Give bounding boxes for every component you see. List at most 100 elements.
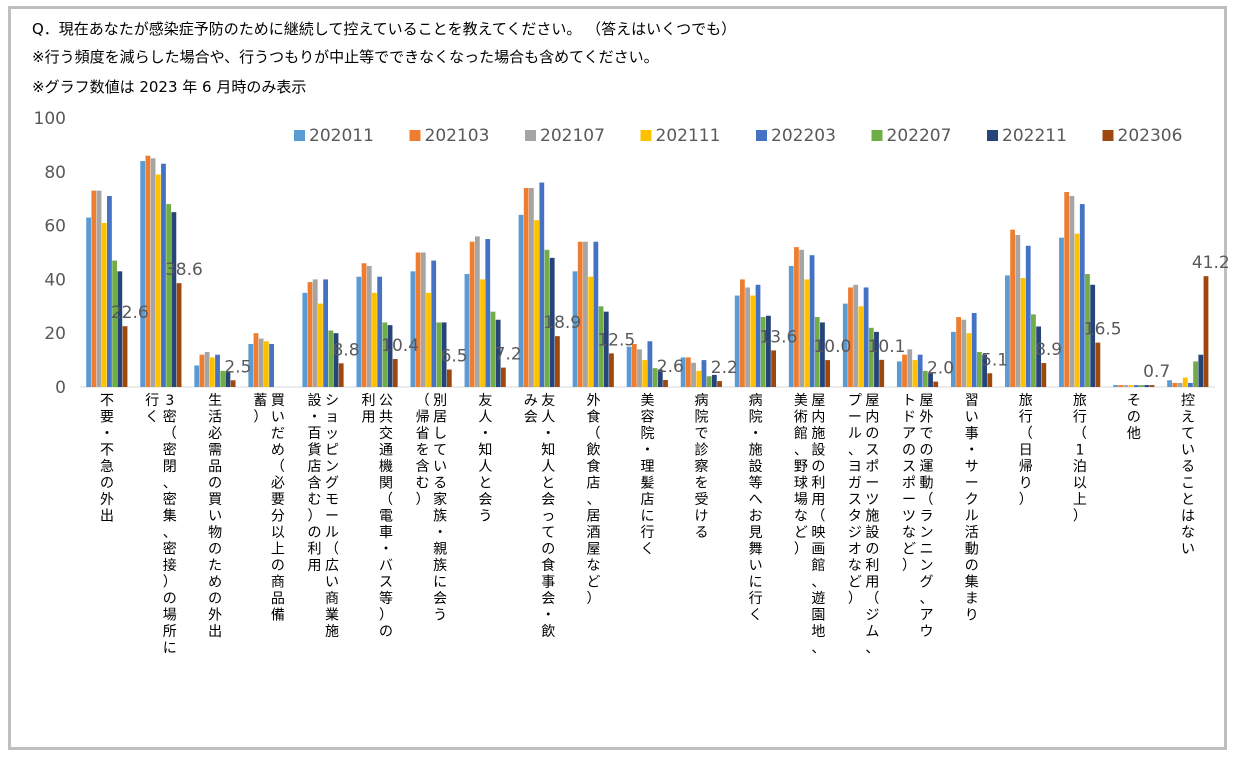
category-char: の [965, 558, 979, 574]
category-char: の [271, 558, 285, 574]
bar-202211-19 [1144, 385, 1150, 387]
bar-202306-18 [1095, 342, 1101, 387]
category-char: な [587, 558, 601, 574]
category-char: 院 [695, 410, 709, 426]
category-char: 行 [749, 591, 763, 607]
category-char: 理 [641, 459, 655, 475]
data-label-4: 8.8 [332, 340, 359, 360]
category-char: と [1181, 492, 1195, 508]
category-char: ど [902, 542, 916, 558]
category-char: に [749, 575, 763, 591]
category-label-line: 利用 [362, 393, 376, 426]
category-char: の [1127, 410, 1141, 426]
category-char: 用 [362, 410, 376, 426]
category-char: 食 [587, 458, 601, 475]
category-char: 容 [641, 409, 655, 426]
bar-202111-19 [1128, 385, 1134, 387]
category-char: 病 [695, 393, 709, 409]
category-char: 以 [271, 525, 285, 541]
category-char: 用 [308, 558, 322, 574]
category-char: ニ [920, 542, 934, 558]
category-char: る [695, 525, 709, 541]
bar-202203-17 [1025, 245, 1031, 387]
bar-202111-9 [588, 276, 594, 387]
bar-202107-3 [258, 338, 264, 387]
bar-202111-16 [966, 333, 972, 387]
bar-202111-7 [480, 279, 485, 387]
data-label-14: 10.1 [868, 337, 906, 357]
category-char: 酒 [587, 525, 601, 541]
category-char: 察 [695, 458, 709, 475]
category-char: な [902, 525, 916, 541]
bar-202203-8 [539, 182, 545, 387]
data-label-5: 10.4 [381, 336, 419, 356]
category-char: （ [1073, 426, 1087, 442]
bar-202203-0 [107, 196, 112, 387]
category-char: 交 [379, 425, 393, 442]
category-char: 館 [811, 557, 825, 574]
category-char: （ [811, 509, 825, 525]
bar-202011-6 [410, 271, 416, 387]
bar-202211-8 [549, 257, 555, 387]
data-label-13: 10.0 [813, 337, 851, 357]
category-char: （ [587, 426, 601, 442]
category-char: み [524, 393, 538, 409]
bar-202306-13 [825, 360, 831, 387]
category-char: 上 [1073, 492, 1087, 508]
category-char: 球 [794, 476, 808, 492]
category-char: い [1181, 443, 1195, 459]
category-char: で [920, 426, 934, 442]
bar-202207-5 [382, 322, 388, 387]
category-char: 施 [325, 624, 339, 640]
bar-202107-5 [366, 265, 372, 387]
category-char: 居 [587, 509, 601, 525]
category-char: ） [416, 492, 430, 508]
category-char: グ [325, 476, 339, 492]
category-char: 利 [362, 393, 376, 409]
category-char: た [208, 558, 222, 574]
category-char: 1 [1075, 443, 1084, 459]
bar-202203-13 [809, 255, 815, 387]
category-char: 日 [1019, 443, 1033, 459]
bar-202111-11 [696, 370, 702, 387]
bar-202211-7 [495, 319, 501, 387]
category-char: ・ [308, 410, 322, 426]
bar-202306-10 [663, 380, 668, 387]
category-char: ・ [379, 542, 393, 558]
category-char: ） [379, 608, 393, 624]
data-label-16: 5.1 [981, 350, 1008, 370]
bar-202107-4 [312, 279, 318, 387]
category-char: 、 [811, 641, 825, 657]
category-char: ） [163, 575, 177, 591]
bar-202207-11 [706, 376, 712, 387]
category-char: ・ [100, 426, 114, 442]
category-char: 友 [541, 393, 555, 409]
category-char: け [695, 509, 709, 525]
bar-202111-2 [209, 357, 215, 387]
bar-202111-8 [534, 220, 539, 387]
bar-202107-17 [1015, 235, 1021, 387]
bar-202107-7 [474, 236, 480, 387]
category-char: の [902, 443, 916, 459]
bar-202211-18 [1090, 284, 1096, 387]
bar-202211-20 [1198, 354, 1204, 387]
bar-202103-7 [469, 241, 475, 387]
category-char: 屋 [920, 393, 934, 409]
legend-swatch-202203 [756, 130, 767, 141]
bar-202203-12 [755, 284, 761, 387]
category-char: の [163, 591, 177, 607]
category-char: 貨 [308, 442, 322, 459]
category-char: ッ [325, 426, 339, 442]
category-char: （ [416, 393, 430, 409]
category-char: ・ [478, 426, 492, 442]
category-label-line: その他 [1127, 393, 1141, 442]
bar-202111-4 [318, 303, 323, 387]
category-char: で [695, 426, 709, 442]
bar-202211-9 [603, 311, 609, 387]
category-char: お [749, 509, 763, 525]
category-char: ガ [848, 476, 862, 492]
